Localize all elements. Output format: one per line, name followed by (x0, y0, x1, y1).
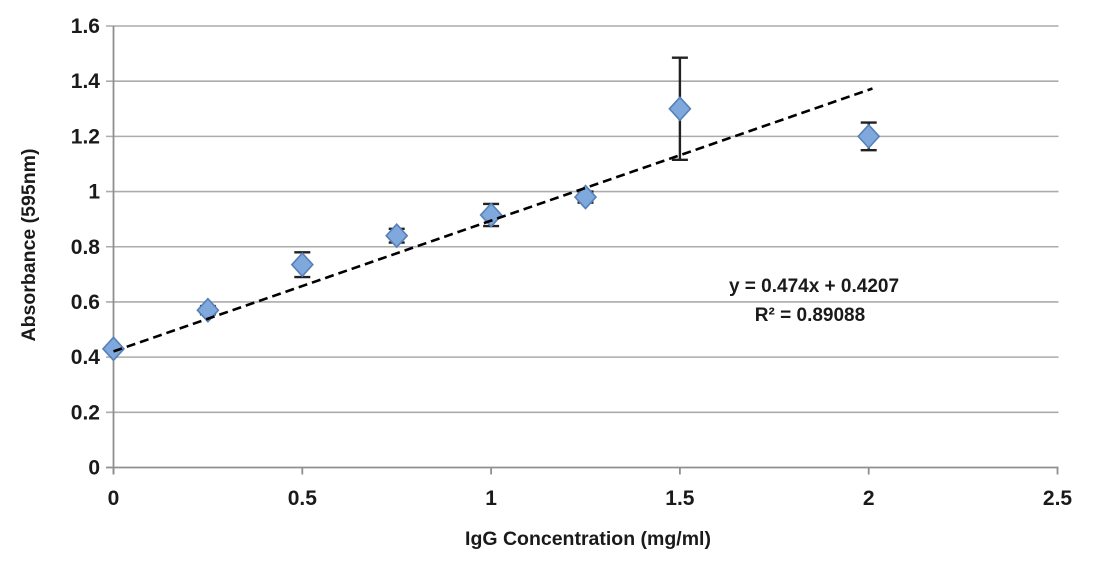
x-axis-title: IgG Concentration (mg/ml) (465, 528, 711, 550)
trendline-dashed (113, 87, 873, 353)
y-tick-label: 1 (88, 181, 100, 204)
data-point-marker (857, 123, 881, 150)
x-tick-label: 0 (108, 487, 120, 510)
x-tick-label: 0.5 (288, 487, 318, 510)
trendline (113, 87, 873, 353)
trendline-r-squared: R² = 0.89088 (755, 305, 865, 326)
y-tick-label: 0.4 (71, 346, 101, 369)
x-tick-label: 2 (863, 487, 875, 510)
x-tick-label: 1.5 (665, 487, 695, 510)
gridlines (106, 25, 1059, 414)
data-point-marker (573, 184, 598, 210)
y-tick-label: 1.2 (71, 125, 100, 148)
y-tick-label: 0 (88, 457, 100, 480)
y-tick-label: 0.6 (71, 291, 100, 314)
data-point-marker (290, 251, 314, 278)
y-tick-label: 1.6 (71, 15, 100, 38)
data-point-marker (668, 96, 692, 122)
y-axis-title: Absorbance (595nm) (18, 149, 40, 342)
data-point-marker (385, 223, 409, 249)
y-tick-label: 0.2 (71, 401, 100, 424)
y-tick-label: 1.4 (71, 70, 101, 93)
x-tick-label: 2.5 (1043, 487, 1073, 510)
x-tick-label: 1 (485, 487, 497, 510)
trendline-equation: y = 0.474x + 0.4207 (729, 276, 899, 297)
data-points (101, 96, 881, 362)
axes (106, 26, 1059, 475)
y-tick-label: 0.8 (71, 236, 101, 259)
tick-labels: 0 0.2 0.4 0.6 0.8 1 1.2 1.4 1.6 0 0.5 1 1.5 2 2.5 (71, 15, 1073, 510)
data-point-marker (479, 202, 503, 228)
data-point-marker (101, 336, 126, 362)
data-point-marker (196, 297, 220, 323)
